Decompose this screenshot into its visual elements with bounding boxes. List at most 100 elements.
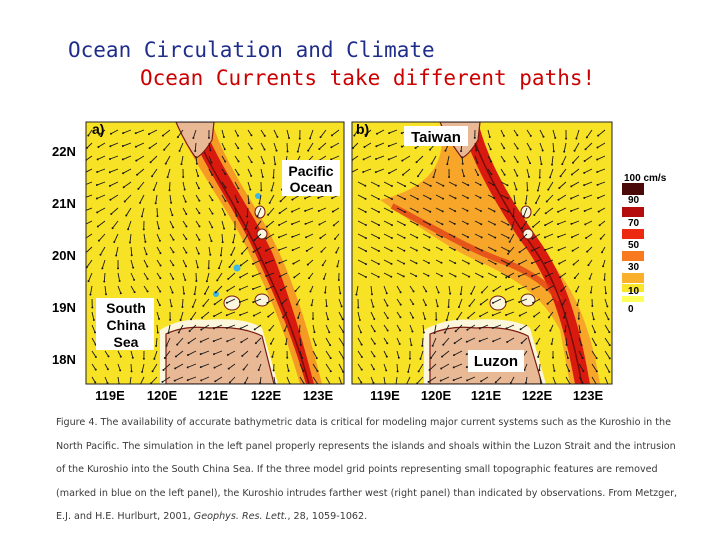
velocity-arrow-head — [186, 379, 189, 382]
velocity-arrow-head — [226, 340, 229, 343]
velocity-arrow — [520, 324, 528, 330]
velocity-arrow — [549, 168, 554, 178]
velocity-arrow — [521, 220, 528, 229]
velocity-arrow — [539, 129, 544, 137]
velocity-arrow-head — [584, 223, 587, 226]
velocity-arrow-head — [551, 163, 554, 166]
velocity-arrow — [141, 207, 145, 217]
velocity-arrow — [332, 207, 340, 213]
velocity-arrow — [418, 363, 424, 372]
velocity-arrow-head — [403, 223, 406, 226]
velocity-arrow — [156, 298, 161, 306]
velocity-arrow-head — [121, 158, 124, 161]
velocity-arrow-head — [209, 253, 212, 256]
velocity-arrow — [254, 324, 262, 330]
velocity-arrow — [395, 376, 398, 384]
velocity-arrow — [208, 220, 213, 228]
velocity-arrow-head — [570, 197, 573, 200]
velocity-arrow — [338, 285, 341, 294]
velocity-arrow-head — [604, 292, 607, 295]
velocity-arrow-head — [161, 380, 164, 383]
velocity-arrow-head — [159, 264, 162, 267]
velocity-arrow — [487, 207, 495, 212]
velocity-arrow — [298, 324, 301, 332]
velocity-arrow-head — [390, 185, 393, 188]
velocity-arrow-head — [117, 267, 120, 270]
velocity-arrow — [409, 194, 419, 200]
taiwan-label: Taiwan — [411, 129, 461, 146]
velocity-arrow — [122, 129, 132, 134]
colorbar-value: 10 — [628, 286, 640, 297]
velocity-arrow — [122, 168, 132, 174]
velocity-arrow-head — [516, 134, 519, 137]
velocity-arrow-head — [386, 342, 389, 345]
velocity-arrow-head — [595, 370, 598, 373]
removed-grid-point — [213, 291, 219, 297]
velocity-arrow — [182, 233, 187, 240]
velocity-arrow-head — [532, 301, 535, 304]
velocity-arrow-head — [224, 200, 227, 203]
velocity-arrow-head — [198, 199, 201, 202]
velocity-arrow-head — [239, 264, 242, 267]
velocity-arrow — [180, 311, 184, 321]
velocity-arrow — [221, 220, 225, 229]
velocity-arrow-head — [207, 136, 210, 139]
velocity-arrow-head — [192, 136, 195, 139]
velocity-arrow-head — [254, 342, 257, 345]
velocity-arrow — [422, 207, 431, 213]
velocity-arrow — [552, 142, 555, 152]
velocity-arrow-head — [319, 136, 322, 139]
velocity-arrow — [162, 376, 171, 383]
velocity-arrow-head — [225, 314, 228, 317]
velocity-arrow-head — [291, 249, 294, 252]
velocity-arrow — [169, 233, 174, 240]
velocity-arrow-head — [372, 381, 375, 384]
velocity-arrow — [282, 311, 288, 318]
velocity-arrow-head — [250, 147, 253, 150]
velocity-arrow — [448, 246, 455, 251]
velocity-arrow-head — [530, 262, 533, 265]
velocity-arrow — [240, 324, 249, 329]
velocity-arrow-head — [552, 356, 555, 359]
velocity-arrow-head — [216, 279, 219, 282]
velocity-arrow-head — [375, 157, 378, 160]
velocity-arrow — [234, 194, 239, 203]
south-china-sea-label: South — [106, 300, 146, 316]
velocity-arrow — [370, 350, 375, 357]
velocity-arrow — [129, 376, 132, 384]
velocity-arrow — [487, 233, 496, 239]
velocity-arrow — [178, 324, 184, 333]
velocity-arrow-head — [123, 200, 126, 203]
velocity-arrow-head — [459, 293, 462, 296]
velocity-arrow — [383, 337, 388, 344]
velocity-arrow — [417, 168, 424, 177]
velocity-arrow-head — [440, 236, 443, 239]
velocity-arrow-head — [490, 160, 493, 163]
velocity-arrow — [421, 337, 424, 346]
panel-a — [86, 122, 344, 384]
velocity-arrow-head — [568, 370, 571, 373]
velocity-arrow-head — [475, 149, 478, 152]
slide-title: Ocean Circulation and Climate — [68, 38, 435, 62]
velocity-arrow-head — [400, 132, 403, 135]
velocity-arrow-head — [589, 291, 592, 294]
velocity-arrow — [416, 376, 424, 384]
velocity-arrow — [487, 181, 494, 186]
velocity-arrow — [192, 298, 197, 308]
velocity-arrow-head — [596, 146, 599, 149]
velocity-arrow-head — [130, 370, 133, 373]
velocity-arrow-head — [190, 318, 193, 321]
velocity-arrow-head — [119, 355, 122, 358]
velocity-arrow — [422, 233, 430, 238]
velocity-arrow-head — [425, 290, 428, 293]
velocity-arrow-head — [363, 145, 366, 148]
velocity-arrow-head — [601, 251, 604, 254]
velocity-arrow — [357, 207, 366, 213]
velocity-arrow-head — [466, 209, 469, 212]
velocity-arrow — [383, 220, 393, 226]
velocity-arrow — [305, 233, 314, 238]
velocity-arrow — [363, 155, 372, 160]
velocity-arrow-head — [541, 149, 544, 152]
velocity-arrow — [299, 376, 305, 384]
velocity-arrow — [396, 285, 401, 293]
